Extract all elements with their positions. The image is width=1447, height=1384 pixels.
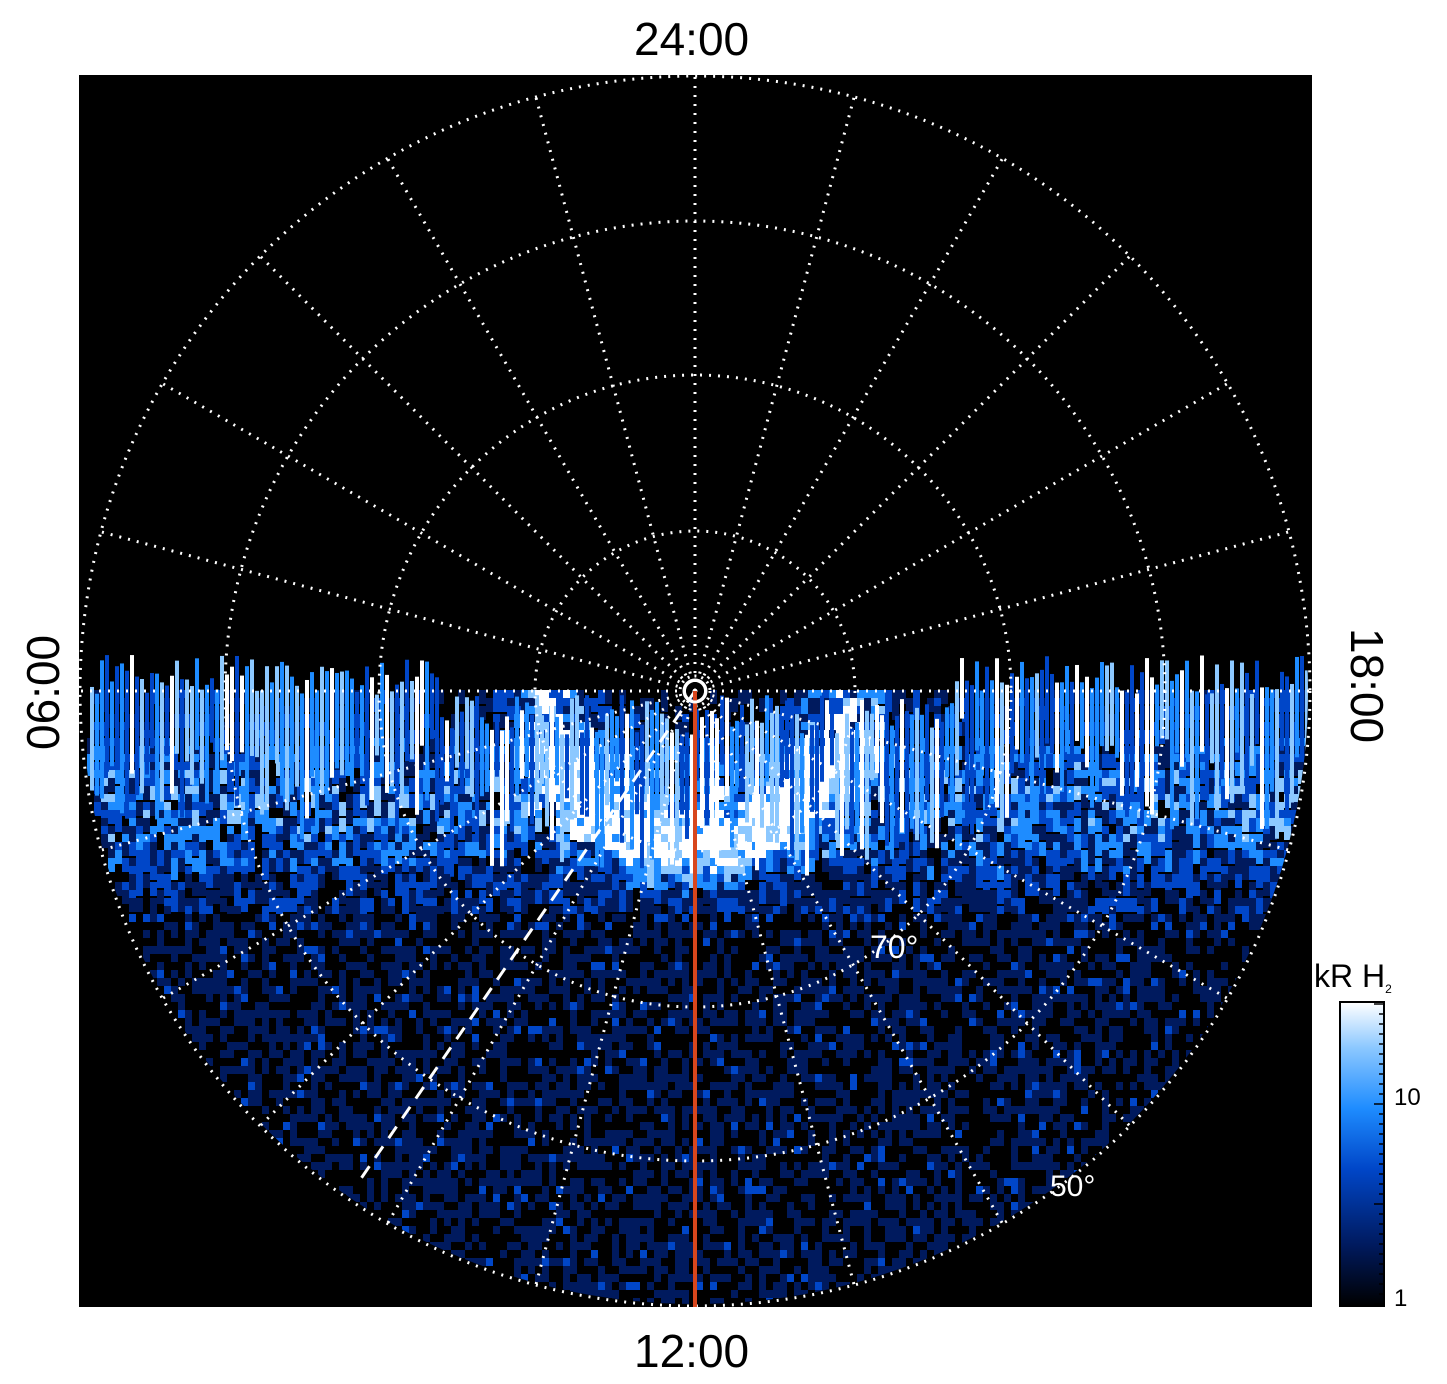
colorbar-tick-1: 1 [1394, 1285, 1408, 1312]
colorbar-ticks [1374, 1003, 1384, 1305]
label-06h: 06:00 [17, 634, 69, 750]
label-12h: 12:00 [634, 1325, 750, 1377]
colorbar-tick-10: 10 [1394, 1084, 1421, 1111]
pole-marker [682, 678, 708, 704]
colorbar [1339, 1001, 1385, 1307]
emission-pixels [82, 78, 1308, 1304]
latitude-label-70: 70° [870, 929, 918, 965]
label-24h: 24:00 [634, 13, 750, 65]
label-18h: 18:00 [1341, 628, 1393, 744]
latitude-label-50: 50° [1050, 1170, 1095, 1203]
colorbar-title: kR H2 [1314, 958, 1392, 996]
